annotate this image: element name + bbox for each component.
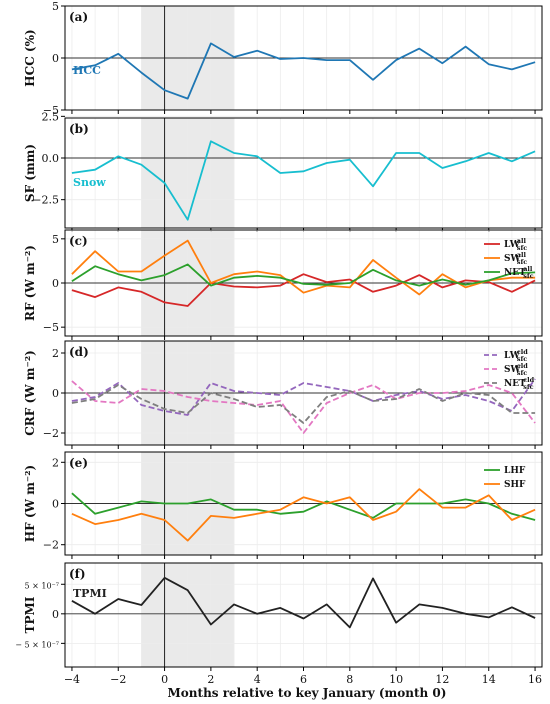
panel-label: (d)	[69, 345, 89, 359]
y-axis-label: TPMI	[23, 596, 37, 633]
legend-entry: LW	[504, 240, 521, 250]
x-tick-label: 6	[300, 673, 307, 686]
y-tick-label: −2	[43, 427, 59, 440]
panel-label: (f)	[69, 567, 86, 581]
y-tick-label: −5	[43, 321, 59, 334]
x-tick-label: 8	[346, 673, 353, 686]
legend-subscript: sfc	[523, 272, 533, 280]
legend-entry: NET	[504, 379, 526, 389]
y-tick-label: 0	[52, 387, 59, 400]
y-tick-label: 0	[52, 52, 59, 65]
legend-entry: SHF	[504, 480, 526, 490]
panel-e: −2 0 2 HF (W m⁻²) (e) LHF SHF	[23, 451, 543, 559]
y-tick-label: −5	[43, 104, 59, 117]
x-axis-label: Months relative to key January (month 0)	[168, 686, 447, 700]
series-line-net-cld	[71, 384, 536, 424]
panels: −5 0 5 HCC (%) (a) HCC −2.5 0.0 2.5 SF (mm) (b) Sno…	[15, 0, 543, 686]
x-tick-label: 4	[254, 673, 261, 686]
series-line-snow	[71, 140, 536, 221]
x-tick-label: 16	[528, 673, 542, 686]
legend-entry: NET	[504, 268, 526, 278]
y-axis-label: CRF (W m⁻²)	[23, 350, 37, 436]
y-tick-label: 5 × 10⁻⁷	[25, 581, 60, 590]
panel-a: −5 0 5 HCC (%) (a) HCC	[23, 0, 543, 117]
legend: LHF SHF	[484, 466, 526, 490]
y-tick-label: −2	[43, 539, 59, 552]
y-tick-label: 0.0	[42, 152, 60, 165]
y-tick-label: 2	[52, 456, 59, 469]
y-axis-label: SF (mm)	[23, 144, 37, 202]
x-tick-label: −2	[110, 673, 126, 686]
series-line-hcc	[71, 42, 536, 100]
legend-superscript: all	[517, 237, 527, 245]
legend-superscript: cld	[517, 348, 528, 356]
panel-label: (c)	[69, 234, 88, 248]
panel-f: − 5 × 10⁻⁷ 0 5 × 10⁻⁷ −4 −2 0 2 4 6 8 10 12 14 16 TPMI…	[15, 562, 543, 686]
legend-entry: SW	[504, 365, 521, 375]
y-tick-label: 0	[52, 498, 59, 511]
y-tick-label: − 5 × 10⁻⁷	[15, 640, 59, 649]
legend-entry: SW	[504, 254, 521, 264]
panel-label: (a)	[69, 10, 88, 24]
x-tick-label: 10	[389, 673, 403, 686]
legend-subscript: sfc	[517, 258, 527, 266]
y-tick-label: 5	[52, 0, 59, 13]
x-tick-label: 12	[435, 673, 449, 686]
y-tick-label: 5	[52, 233, 59, 246]
y-axis-label: RF (W m⁻²)	[23, 245, 37, 321]
legend-superscript: all	[517, 251, 527, 259]
legend-subscript: sfc	[523, 383, 533, 391]
y-tick-label: 2	[52, 347, 59, 360]
legend-subscript: sfc	[517, 369, 527, 377]
x-tick-label: 14	[482, 673, 496, 686]
panel-label: (b)	[69, 122, 89, 136]
panel-b: −2.5 0.0 2.5 SF (mm) (b) Snow	[23, 110, 543, 232]
legend-subscript: sfc	[517, 244, 527, 252]
series-line-shf	[71, 488, 536, 542]
panel-label: (e)	[69, 456, 88, 470]
series-line-tpmi	[71, 576, 536, 629]
legend-entry: LHF	[504, 466, 526, 476]
y-tick-label: −2.5	[32, 194, 59, 207]
series-inline-label: HCC	[73, 64, 101, 77]
y-tick-label: 0	[52, 277, 59, 290]
x-tick-label: 2	[207, 673, 214, 686]
legend-entry: LW	[504, 351, 521, 361]
x-tick-label: −4	[64, 673, 80, 686]
y-axis-label: HF (W m⁻²)	[23, 465, 37, 542]
y-tick-label: 0	[52, 608, 59, 621]
series-inline-label: Snow	[73, 176, 106, 189]
y-tick-label: 2.5	[42, 110, 60, 123]
legend-superscript: cld	[523, 376, 534, 384]
legend-subscript: sfc	[517, 355, 527, 363]
series-inline-label: TPMI	[73, 587, 107, 600]
series-line-net-all	[71, 263, 536, 287]
x-tick-label: 0	[161, 673, 168, 686]
legend-superscript: cld	[517, 362, 528, 370]
series-line-lhf	[71, 492, 536, 521]
y-axis-label: HCC (%)	[23, 29, 37, 86]
legend-superscript: all	[523, 265, 533, 273]
series-line-sw-cld	[71, 380, 536, 434]
